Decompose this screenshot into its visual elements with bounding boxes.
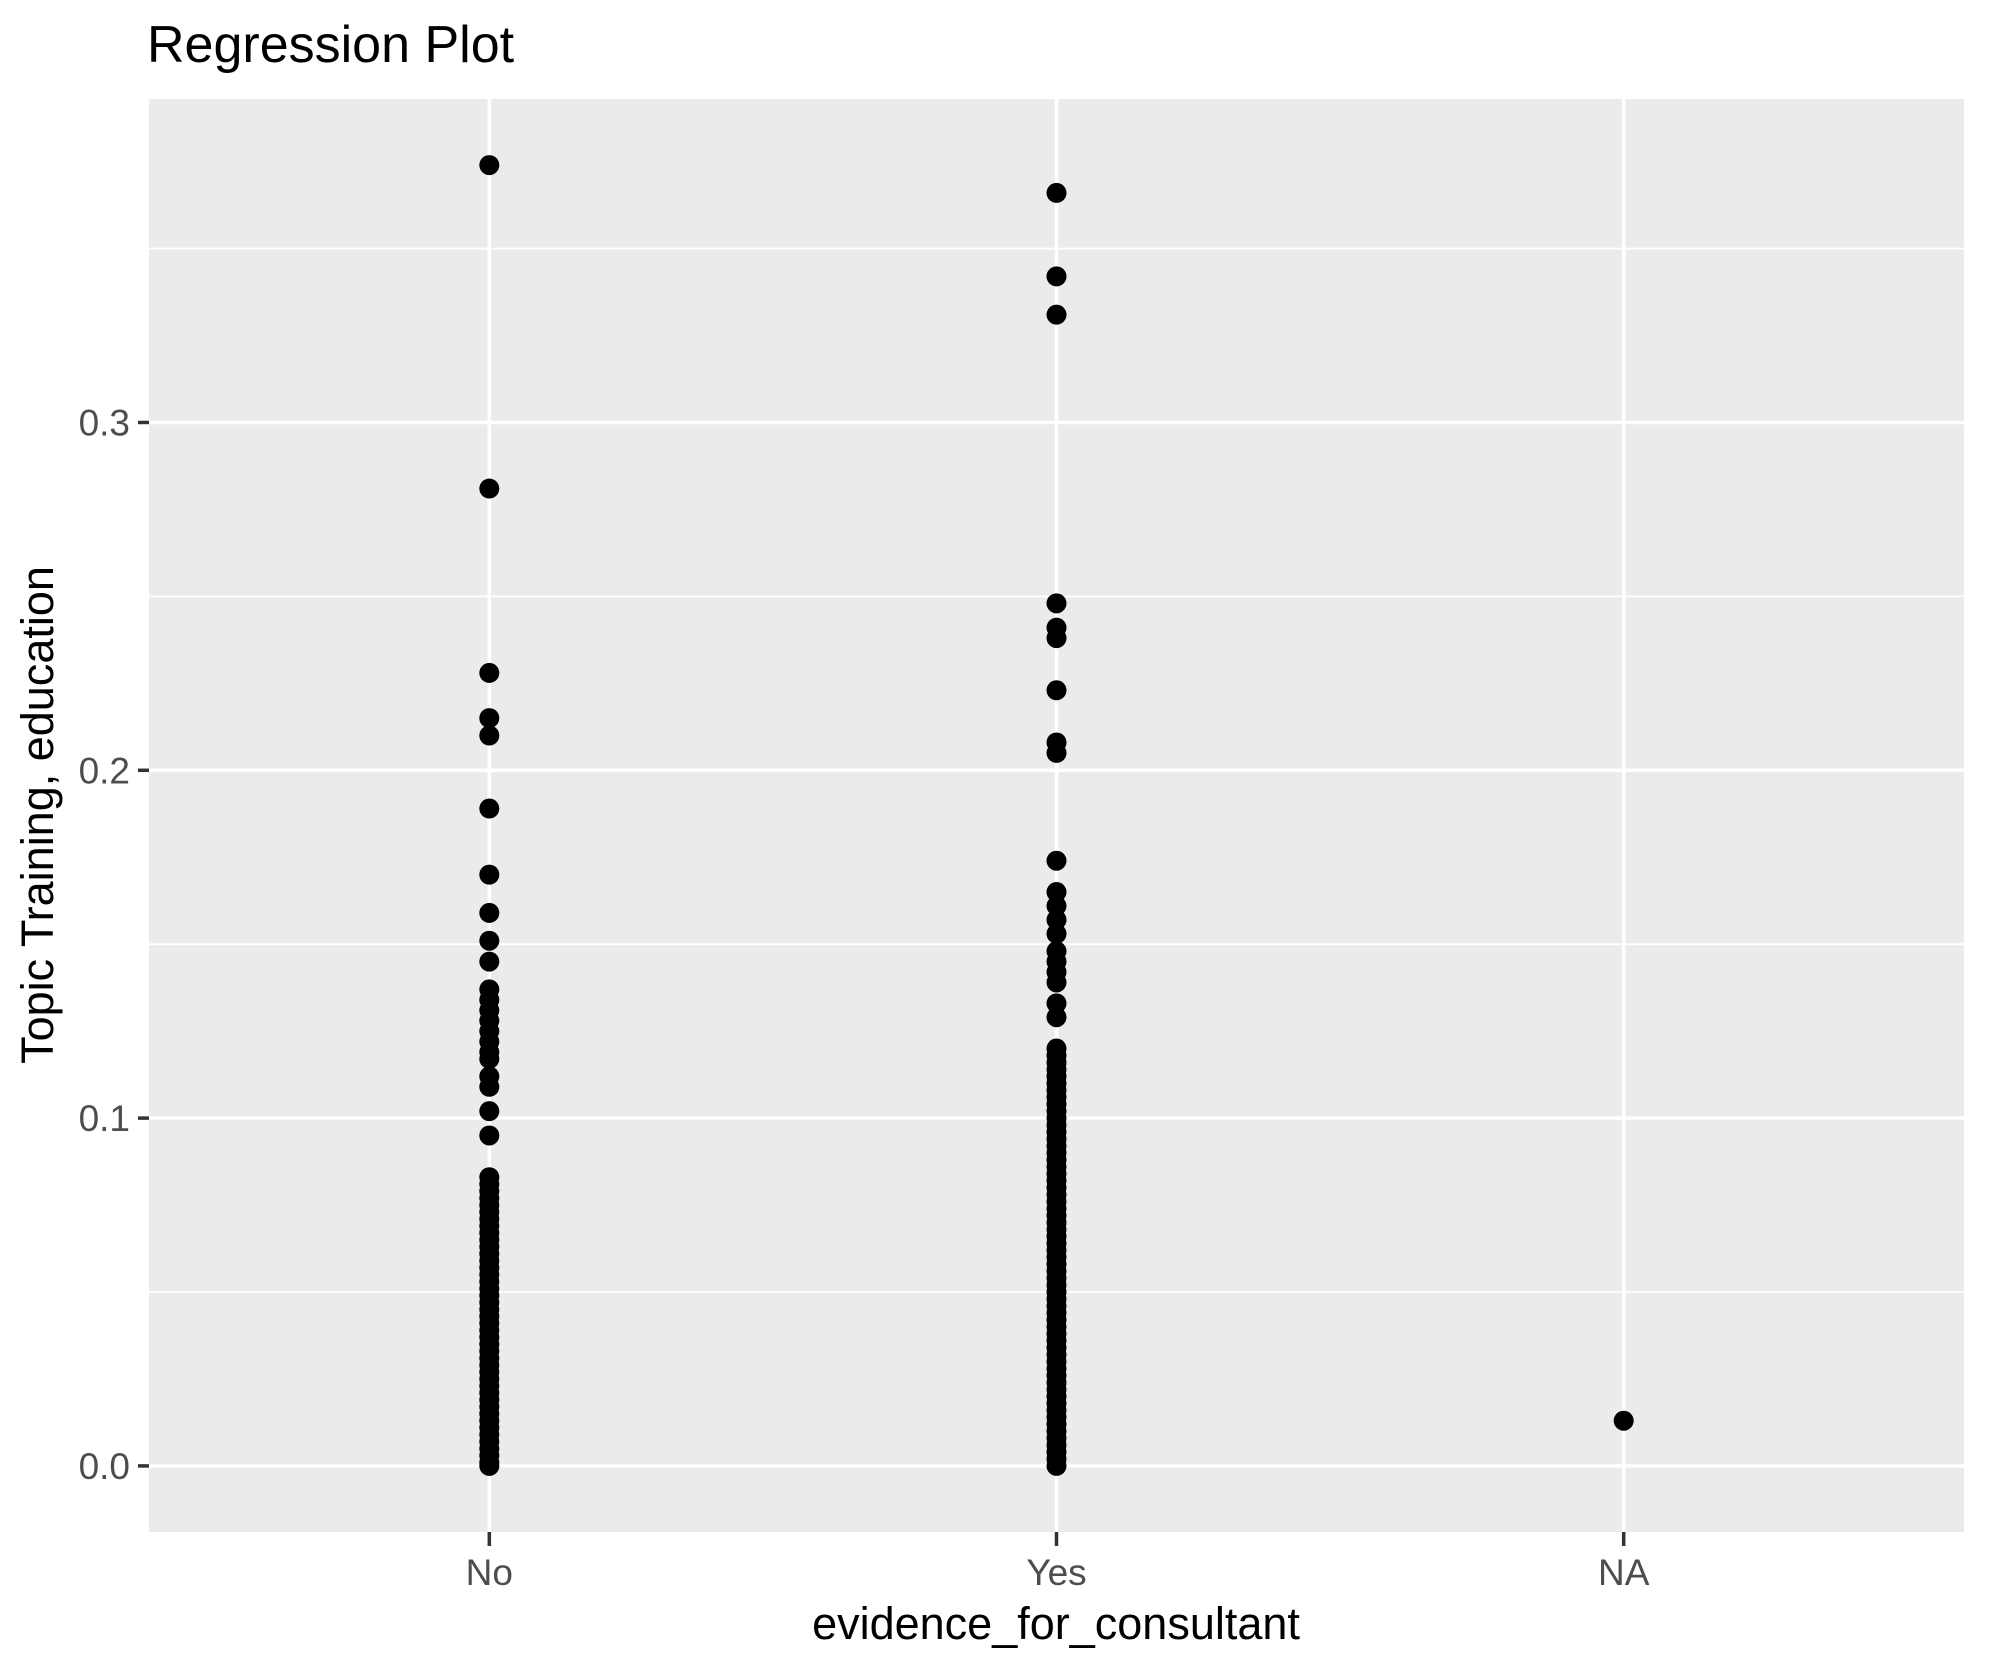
data-point-Yes: [1046, 993, 1067, 1014]
data-point-Yes: [1046, 1455, 1067, 1476]
y-tick-label: 0.1: [79, 1098, 130, 1139]
data-point-Yes: [1046, 742, 1067, 763]
data-point-Yes: [1046, 972, 1067, 993]
data-point-No: [479, 930, 500, 951]
data-point-Yes: [1046, 182, 1067, 203]
x-tick-label: No: [466, 1552, 513, 1593]
data-point-No: [479, 708, 500, 729]
data-point-Yes: [1046, 909, 1067, 930]
data-point-No: [479, 902, 500, 923]
data-point-Yes: [1046, 266, 1067, 287]
data-point-Yes: [1046, 1007, 1067, 1028]
data-point-NA: [1613, 1410, 1634, 1431]
data-point-Yes: [1046, 304, 1067, 325]
x-tick-label: NA: [1598, 1552, 1650, 1593]
data-point-No: [479, 1101, 500, 1122]
data-point-No: [479, 725, 500, 746]
data-point-No: [479, 798, 500, 819]
data-point-No: [479, 1125, 500, 1146]
data-point-No: [479, 1455, 500, 1476]
data-point-Yes: [1046, 593, 1067, 614]
plot-title: Regression Plot: [147, 16, 515, 74]
y-tick-label: 0.0: [79, 1446, 130, 1487]
data-point-Yes: [1046, 923, 1067, 944]
data-point-Yes: [1046, 850, 1067, 871]
data-point-Yes: [1046, 895, 1067, 916]
data-point-No: [479, 1076, 500, 1097]
data-point-No: [479, 864, 500, 885]
x-axis-title: evidence_for_consultant: [812, 1598, 1300, 1649]
data-point-No: [479, 155, 500, 176]
data-point-Yes: [1046, 882, 1067, 903]
y-tick-label: 0.2: [79, 750, 130, 791]
data-point-No: [479, 478, 500, 499]
y-tick-label: 0.3: [79, 402, 130, 443]
data-point-Yes: [1046, 628, 1067, 649]
data-point-Yes: [1046, 680, 1067, 701]
x-tick-label: Yes: [1026, 1552, 1086, 1593]
data-point-No: [479, 1048, 500, 1069]
data-point-No: [479, 951, 500, 972]
data-point-No: [479, 662, 500, 683]
